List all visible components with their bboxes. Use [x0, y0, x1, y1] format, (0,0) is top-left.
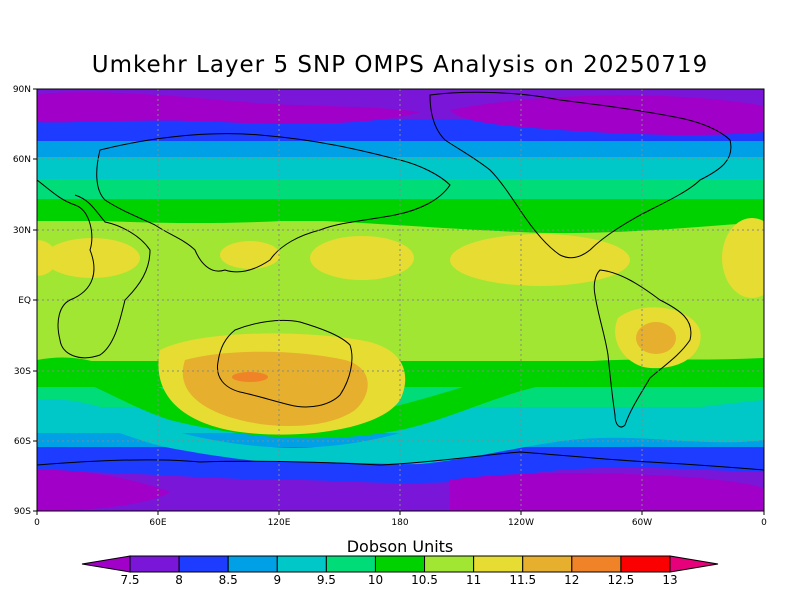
legend-label: 9.5	[317, 573, 336, 587]
legend-label: 12.5	[608, 573, 635, 587]
band-45n	[37, 157, 764, 179]
coastlines	[37, 91, 764, 471]
coast-south-america	[593, 269, 692, 428]
lat-label: 90S	[14, 507, 31, 517]
coast-north-america	[429, 91, 732, 259]
legend-swatch	[473, 555, 524, 573]
legend-labels: 7.5 8 8.5 9 9.5 10 10.5 11 11.5 12 12.5 13	[120, 573, 677, 587]
field-africa-south	[75, 308, 135, 332]
max-south-asia	[220, 241, 280, 269]
legend-swatch	[129, 555, 180, 573]
max-west-pacific	[310, 236, 414, 280]
max-north-africa	[44, 238, 140, 278]
legend-swatch	[571, 555, 622, 573]
legend-label: 12	[564, 573, 579, 587]
legend-swatch	[374, 555, 426, 573]
coast-africa	[37, 179, 151, 359]
legend-label: 11	[466, 573, 481, 587]
max-australia-peak	[232, 372, 268, 382]
legend-swatch	[522, 555, 573, 573]
legend-arrow-high	[669, 555, 719, 573]
legend-arrow-low	[81, 555, 131, 573]
lon-labels: 0 60E 120E 180 120W 60W 0	[34, 518, 767, 528]
min-arctic-west	[37, 92, 420, 124]
coast-eurasia	[96, 133, 451, 273]
lon-label: 180	[391, 518, 408, 528]
gridlines	[37, 89, 764, 511]
max-atlantic-east	[37, 240, 57, 276]
legend-label: 8.5	[219, 573, 238, 587]
lon-label: 0	[34, 518, 40, 528]
legend-swatch	[276, 555, 327, 573]
lat-labels: 90N 60N 30N EQ 30S 60S 90S	[13, 85, 31, 517]
max-atlantic-west	[722, 218, 764, 298]
lon-label: 120W	[508, 518, 534, 528]
coast-antarctica	[37, 451, 764, 471]
tick-marks	[33, 88, 765, 515]
max-brazil-inner	[636, 322, 676, 354]
lon-label: 0	[761, 518, 767, 528]
lon-label: 60W	[632, 518, 652, 528]
legend-swatch	[620, 555, 671, 573]
lat-label: 60S	[14, 437, 31, 447]
max-australia-inner	[182, 351, 368, 426]
legend-label: 7.5	[120, 573, 139, 587]
legend-label: 9	[273, 573, 281, 587]
lat-label: 30N	[13, 226, 31, 236]
min-arctic-east	[450, 95, 764, 136]
legend-label: 10	[368, 573, 383, 587]
legend-label: 10.5	[411, 573, 438, 587]
lat-label: 30S	[14, 367, 31, 377]
legend-label: 13	[662, 573, 677, 587]
legend-label: 8	[175, 573, 183, 587]
chart-title: Umkehr Layer 5 SNP OMPS Analysis on 2025…	[91, 52, 709, 78]
legend-swatch	[424, 555, 475, 573]
band-edge-45s	[37, 399, 764, 467]
color-legend	[81, 555, 719, 573]
lon-label: 120E	[268, 518, 291, 528]
lat-label: 90N	[13, 85, 31, 95]
max-east-pacific	[450, 234, 630, 286]
lon-label: 60E	[149, 518, 166, 528]
legend-swatch	[178, 555, 229, 573]
lat-label: 60N	[13, 155, 31, 165]
legend-swatch	[325, 555, 376, 573]
legend-swatch	[227, 555, 278, 573]
band-edge-30n	[37, 203, 764, 234]
coast-australia	[216, 319, 353, 408]
legend-label: 11.5	[509, 573, 536, 587]
legend-title: Dobson Units	[347, 537, 454, 556]
lat-label: EQ	[18, 296, 31, 306]
min-antarctic-west	[37, 469, 170, 511]
min-antarctic-east	[450, 473, 764, 511]
